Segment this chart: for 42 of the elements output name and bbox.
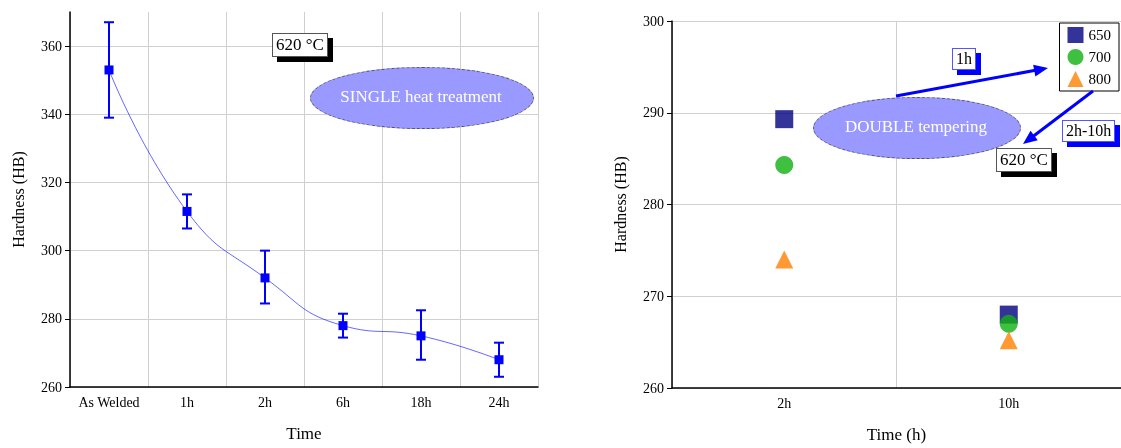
x-tick-label: 1h bbox=[180, 394, 194, 410]
annotation: 620 °C bbox=[272, 33, 328, 57]
x-tick-label: 10h bbox=[998, 395, 1020, 411]
point bbox=[260, 273, 270, 283]
y-tick-label: 260 bbox=[41, 379, 62, 395]
legend-label: 650 bbox=[1088, 27, 1111, 43]
y-axis-title: Hardness (HB) bbox=[611, 156, 630, 253]
annotation: DOUBLE tempering bbox=[844, 117, 988, 136]
y-tick-label: 260 bbox=[643, 380, 664, 396]
x-tick-label: 24h bbox=[488, 394, 510, 410]
legend-label: 700 bbox=[1088, 49, 1111, 65]
y-axis-title: Hardness (HB) bbox=[9, 151, 28, 248]
x-tick-label: 6h bbox=[336, 394, 350, 410]
annotation: 1h bbox=[952, 48, 976, 70]
y-tick-label: 290 bbox=[643, 105, 664, 121]
point bbox=[775, 156, 794, 175]
point bbox=[999, 314, 1018, 333]
annotation: 2h-10h bbox=[1062, 120, 1116, 142]
x-axis-title: Time (h) bbox=[866, 425, 927, 444]
y-tick-label: 300 bbox=[643, 13, 664, 29]
x-tick-label: 2h bbox=[777, 395, 792, 411]
y-tick-label: 270 bbox=[643, 288, 664, 304]
y-tick-label: 280 bbox=[643, 197, 664, 212]
point bbox=[494, 355, 504, 365]
y-tick-label: 320 bbox=[41, 174, 62, 190]
legend-label: 800 bbox=[1088, 71, 1111, 87]
point bbox=[999, 331, 1018, 350]
point bbox=[182, 206, 192, 216]
annotation: 620 °C bbox=[996, 148, 1052, 172]
point bbox=[775, 250, 794, 269]
x-tick-label: As Welded bbox=[78, 394, 140, 410]
point bbox=[338, 321, 348, 331]
point bbox=[104, 65, 114, 75]
point bbox=[416, 331, 426, 341]
x-axis-title: Time bbox=[286, 424, 322, 443]
x-tick-label: 2h bbox=[258, 394, 272, 410]
x-tick-label: 18h bbox=[410, 394, 432, 410]
y-tick-label: 300 bbox=[41, 243, 62, 259]
y-tick-label: 360 bbox=[41, 38, 62, 54]
y-tick-label: 340 bbox=[41, 106, 62, 122]
point bbox=[775, 110, 794, 129]
y-tick-label: 280 bbox=[41, 311, 62, 327]
